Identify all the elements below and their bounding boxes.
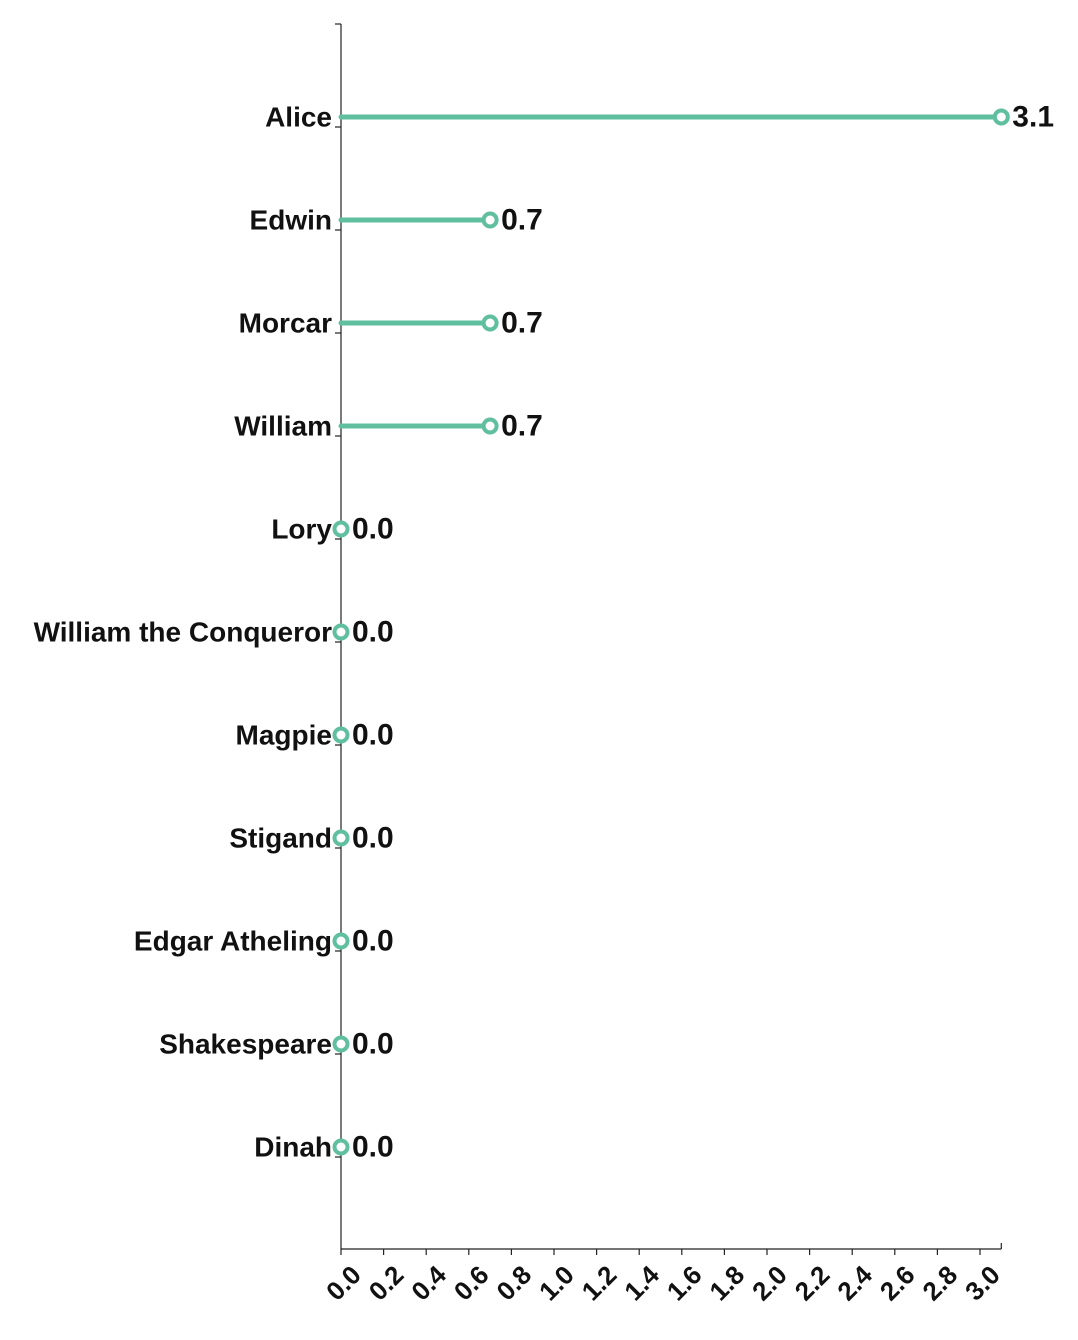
category-label: Stigand — [229, 823, 332, 854]
x-tick-label: 2.2 — [789, 1260, 836, 1307]
category-label: Dinah — [254, 1132, 332, 1163]
value-label: 0.0 — [352, 1028, 394, 1061]
value-label: 0.0 — [352, 925, 394, 958]
x-tick-label: 0.6 — [448, 1260, 495, 1307]
y-axis: Alice Edwin Morcar William Lory William the C… — [34, 23, 342, 1249]
x-tick-label: 0.4 — [405, 1259, 452, 1306]
lollipop-dot — [992, 108, 1010, 126]
x-tick-label: 1.8 — [703, 1260, 750, 1307]
lollipop-dot — [332, 1035, 350, 1053]
x-tick-label: 0.0 — [320, 1260, 367, 1307]
lollipop-dot — [332, 829, 350, 847]
value-label: 0.0 — [352, 1131, 394, 1164]
category-label: Edwin — [250, 205, 332, 236]
x-tick-label: 2.8 — [916, 1260, 963, 1307]
x-tick-label: 2.6 — [874, 1260, 921, 1307]
value-label: 0.0 — [352, 822, 394, 855]
x-tick-label: 1.4 — [618, 1259, 665, 1306]
lollipop-dot — [332, 520, 350, 538]
lollipop-dot — [481, 211, 499, 229]
lollipop-dot — [481, 417, 499, 435]
category-label: Shakespeare — [159, 1029, 332, 1060]
value-label: 3.1 — [1012, 101, 1054, 134]
x-tick-label: 2.0 — [746, 1260, 793, 1307]
x-tick-label: 0.2 — [363, 1260, 410, 1307]
category-label: Magpie — [236, 720, 332, 751]
category-label: Lory — [271, 514, 332, 545]
lollipop-dot — [332, 1138, 350, 1156]
category-label: Morcar — [239, 308, 332, 339]
x-tick-label: 1.0 — [533, 1260, 580, 1307]
category-label: William — [234, 411, 332, 442]
lollipop-dot — [332, 623, 350, 641]
value-label: 0.0 — [352, 616, 394, 649]
value-label: 0.0 — [352, 719, 394, 752]
category-label: William the Conqueror — [34, 617, 333, 648]
category-label: Alice — [265, 102, 332, 133]
x-tick-label: 2.4 — [831, 1259, 878, 1306]
value-label: 0.7 — [501, 204, 543, 237]
lollipop-dot — [332, 726, 350, 744]
value-label: 0.7 — [501, 307, 543, 340]
x-tick-label: 0.8 — [490, 1260, 537, 1307]
x-axis: 0.00.20.40.60.81.01.21.41.61.82.02.22.42… — [320, 1243, 1006, 1306]
value-label: 0.7 — [501, 410, 543, 443]
lollipop-dot — [332, 932, 350, 950]
category-label: Edgar Atheling — [134, 926, 332, 957]
lollipop-dot — [481, 314, 499, 332]
x-tick-label: 1.2 — [576, 1260, 623, 1307]
value-label: 0.0 — [352, 513, 394, 546]
x-tick-label: 3.0 — [959, 1260, 1006, 1307]
data-marks: 3.1 0.7 0.7 0.7 0.0 0.0 0.0 0.0 0.0 0.0 0.0 — [332, 101, 1054, 1164]
x-tick-label: 1.6 — [661, 1260, 708, 1307]
